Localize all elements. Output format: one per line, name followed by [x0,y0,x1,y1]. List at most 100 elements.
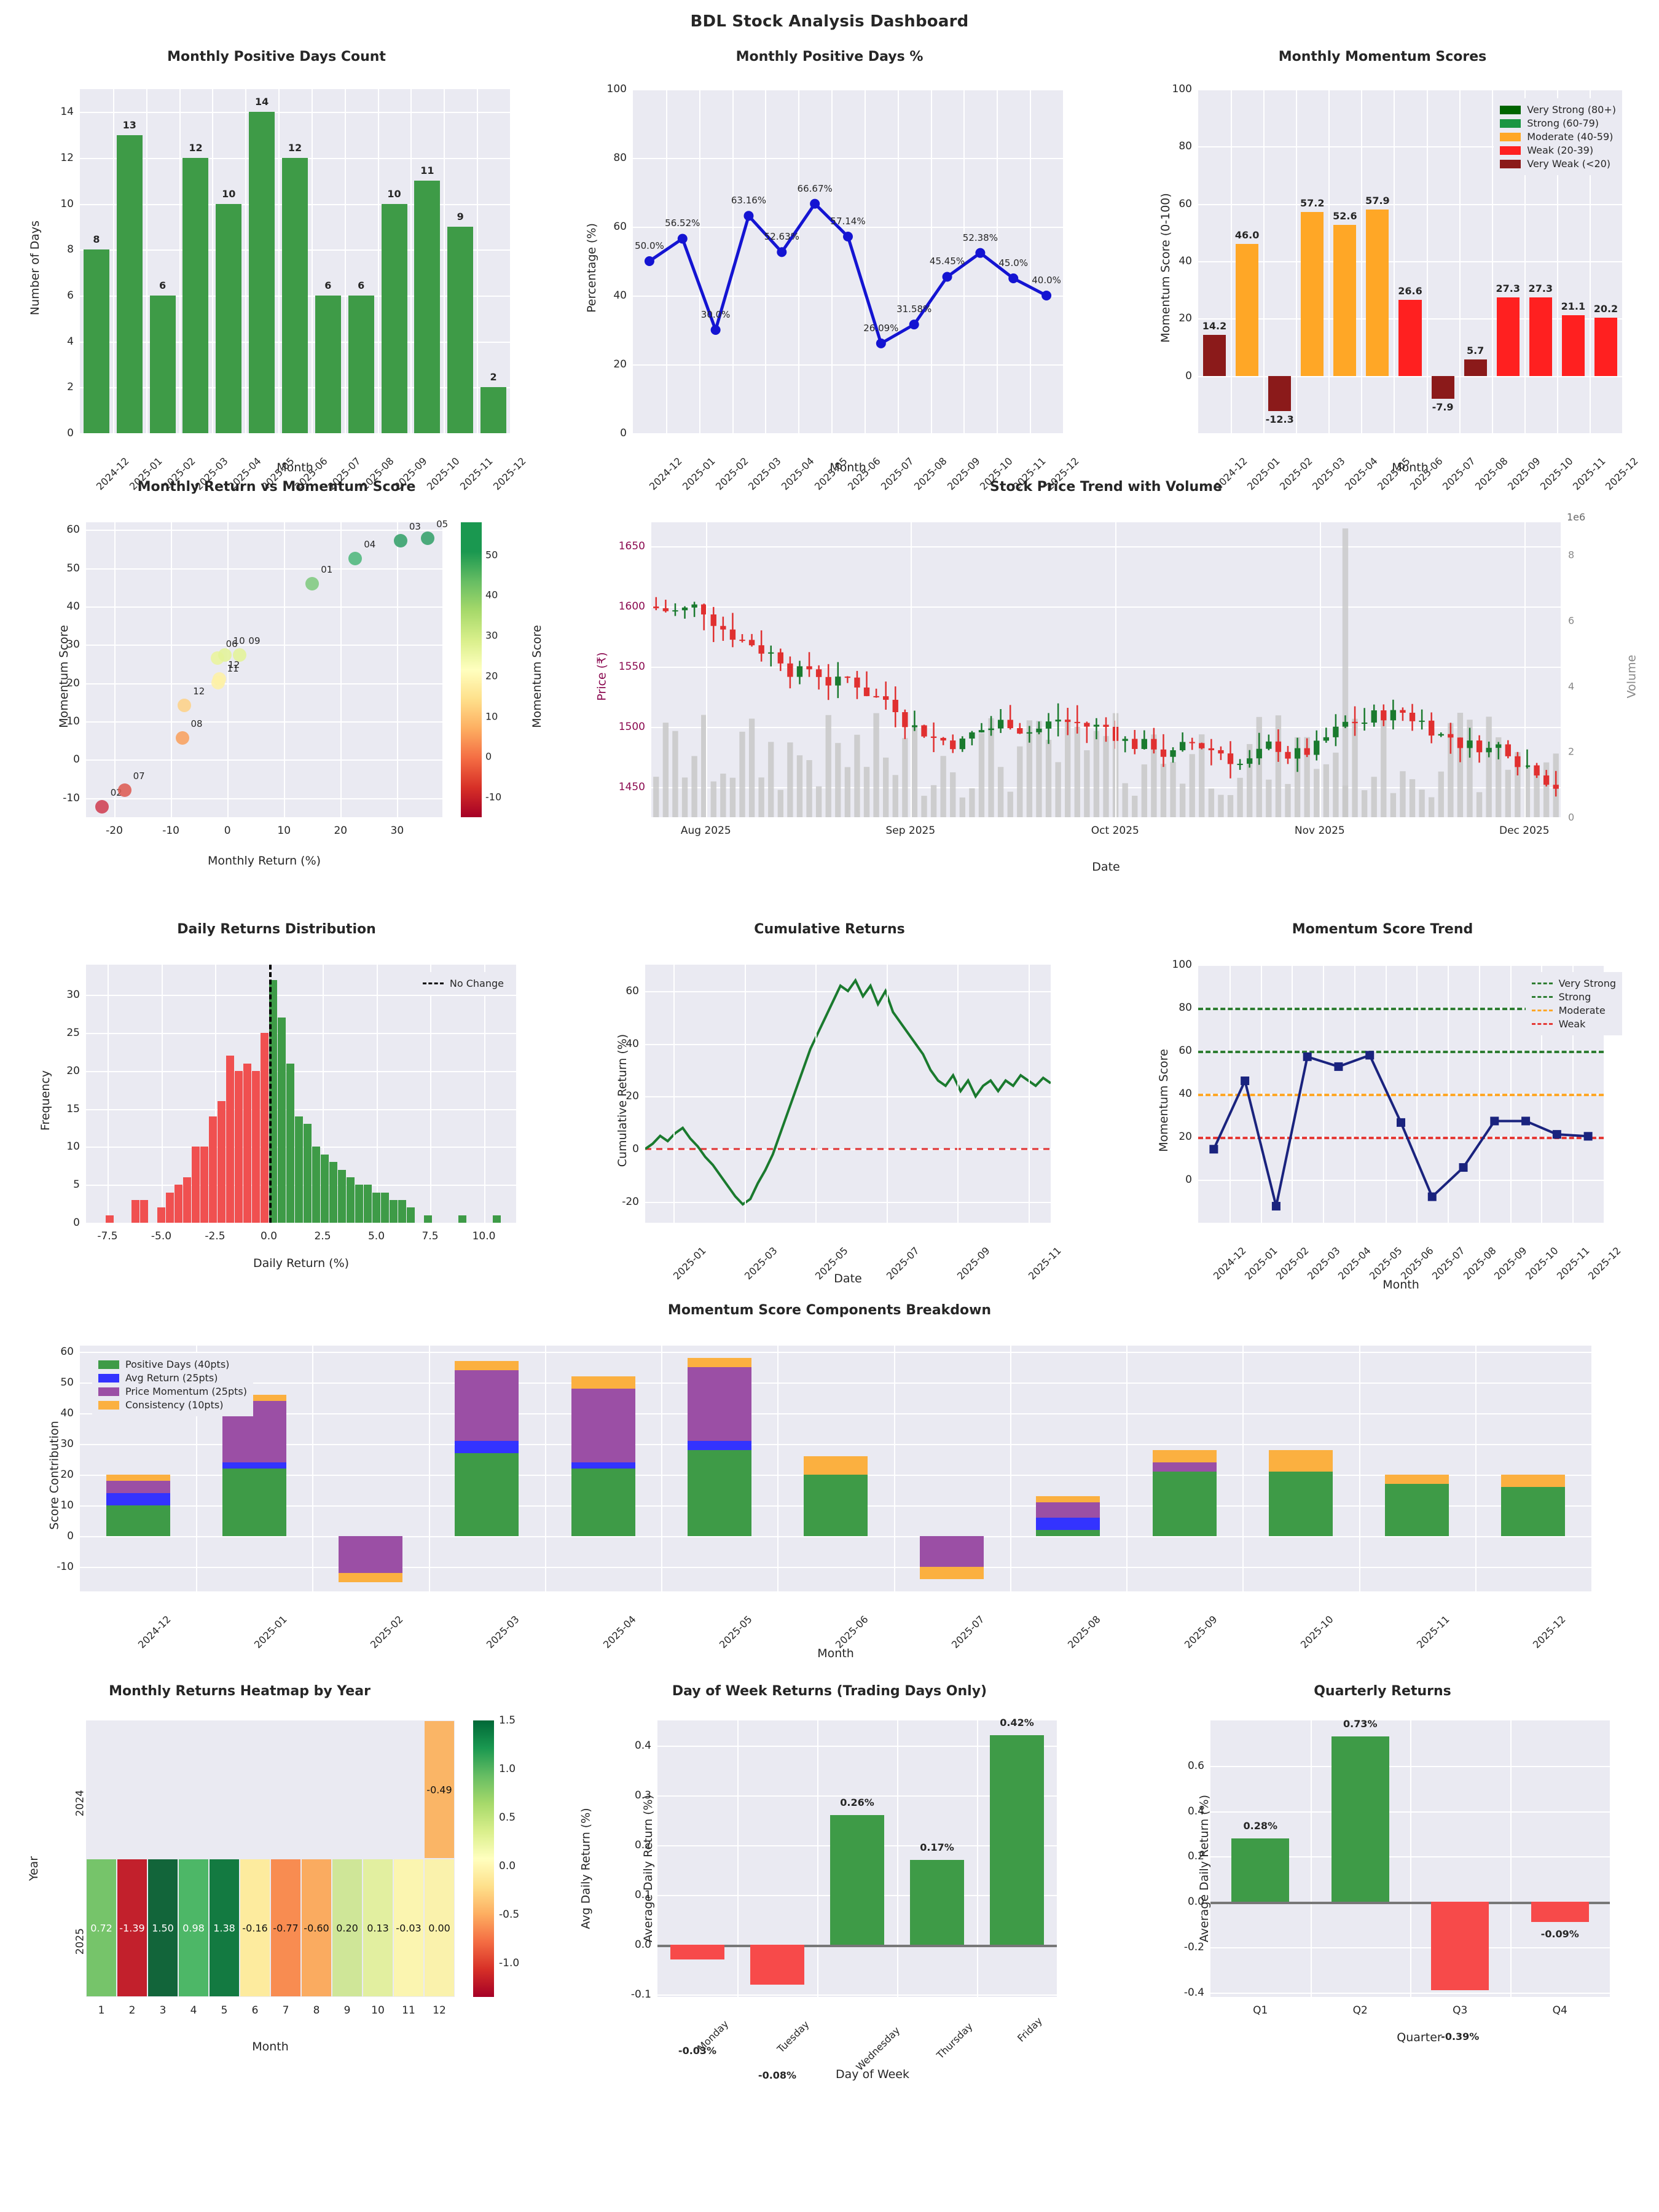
colorbar-tick: 0.5 [499,1811,516,1824]
bar [1431,375,1454,399]
x-tick: 5 [221,2004,228,2017]
bar-value-label: 0.73% [1343,1717,1378,1730]
x-tick: 2025-08 [1065,1613,1104,1651]
momentum-trend-line [1209,1051,1593,1211]
stacked-bar-segment [571,1462,635,1469]
stacked-bar-segment [1036,1496,1100,1502]
gridline [146,89,147,433]
returns-dist-xlabel: Daily Return (%) [253,1257,350,1270]
gridline [86,721,442,723]
y-tick: 60 [1179,197,1192,210]
x-tick: Oct 2025 [1091,825,1139,837]
legend-swatch-icon [98,1400,119,1410]
scatter-point [421,531,435,545]
bar [1333,225,1357,376]
cumulative-ylabel: Cumulative Return (%) [616,1033,630,1167]
gridline [897,1720,898,1997]
x-tick: 4 [190,2004,197,2017]
bar [1531,1902,1589,1923]
row-3: Daily Returns Distribution 0 5 10 15 20 25 30 -… [0,916,1659,1296]
legend-swatch-icon [1500,105,1521,114]
gridline [744,965,746,1223]
gridline [215,965,216,1223]
positive-pct-plot: 0 20 40 60 80 100 50.0% 56.52% 30.0% 63.16% 52.63%… [607,83,1081,492]
histogram-bar [277,1018,286,1223]
momentum-trend-legend: Very Strong Strong Moderate Weak [1525,972,1622,1035]
heatmap-cell [363,1859,393,1996]
x-tick: 2025-09 [1492,1244,1529,1282]
gridline [645,1096,1051,1098]
x-tick: Q4 [1552,2004,1567,2017]
dow-xlabel: Day of Week [836,2068,909,2081]
scatter-point [348,551,363,565]
histogram-bar [380,1192,389,1223]
gridline [196,1346,198,1591]
stacked-bar-segment [106,1475,170,1481]
panel-components: Momentum Score Components Breakdown -10 0… [0,1296,1659,1677]
legend-label: Strong [1558,991,1591,1003]
y-tick: 40 [1179,1088,1192,1100]
y-tick: 30 [66,638,80,651]
y-tick: 0 [73,753,80,766]
scatter-colorbar-label: Momentum Score [530,625,544,728]
y2-tick: 4 [1568,680,1575,692]
y-tick: 20 [60,1469,74,1481]
heatmap-colorbar: 1.5 1.0 0.5 0.0 -0.5 -1.0 [473,1714,519,1997]
heatmap-cell [87,1721,116,1858]
gridline [444,89,445,433]
bar-value-label: 14.2 [1202,320,1227,332]
histogram-bar [294,1116,303,1223]
gridline [633,227,1063,228]
gridline [633,158,1063,159]
bar-value-label: 0.28% [1243,1819,1278,1832]
gridline [777,1346,779,1591]
y-tick: 10 [60,1499,74,1512]
stacked-bar-segment [1385,1475,1449,1484]
histogram-bar [157,1207,165,1223]
y-tick: 0 [1185,1174,1192,1186]
gridline [1556,89,1558,433]
gridline [80,1567,1591,1568]
momentum-title: Monthly Momentum Scores [1278,49,1487,65]
gridline [1589,89,1591,433]
bar-value-label: 10 [387,187,401,200]
gridline [1475,1346,1477,1591]
x-tick: 2025-12 [1531,1613,1569,1651]
histogram-bar [165,1192,174,1223]
momentum-trend-title: Momentum Score Trend [1292,922,1473,937]
legend-label: Positive Days (40pts) [125,1359,230,1370]
legend-item: Very Strong [1531,978,1616,989]
y-tick: 0 [73,1217,80,1229]
gridline [1459,89,1461,433]
gridline [112,89,114,433]
gridline [1198,203,1622,205]
x-tick: 11 [402,2004,415,2017]
positive-days-title: Monthly Positive Days Count [167,49,386,65]
x-tick: Q1 [1253,2004,1268,2017]
legend-label: Weak (20-39) [1527,144,1594,156]
x-tick: 9 [343,2004,351,2017]
components-ylabel: Score Contribution [47,1421,61,1530]
heatmap-cell-value: -0.03 [396,1922,422,1934]
bar-value-label: 8 [93,233,100,246]
y-tick: 50 [66,562,80,575]
histogram-bar [251,1070,260,1223]
y-tick: 50 [60,1376,74,1389]
y-tick: 60 [66,524,80,536]
y-tick: 20 [1179,312,1192,325]
histogram-bar [234,1070,243,1223]
momentum-xlabel: Month [1392,461,1429,474]
gridline [1231,89,1233,433]
bar-value-label: 52.6 [1333,210,1357,222]
gridline [80,1382,1591,1384]
bar [182,158,209,433]
y-tick: -10 [57,1561,74,1573]
stacked-bar-segment [920,1536,984,1567]
gridline [1198,375,1622,377]
legend-item: Positive Days (40pts) [98,1359,247,1370]
y-tick: -0.2 [1183,1940,1204,1953]
legend-label: Avg Return (25pts) [125,1372,218,1384]
dow-ylabel: Average Daily Return (%) [641,1794,656,1943]
gridline [86,1070,516,1072]
bar-value-label: 27.3 [1528,283,1553,295]
